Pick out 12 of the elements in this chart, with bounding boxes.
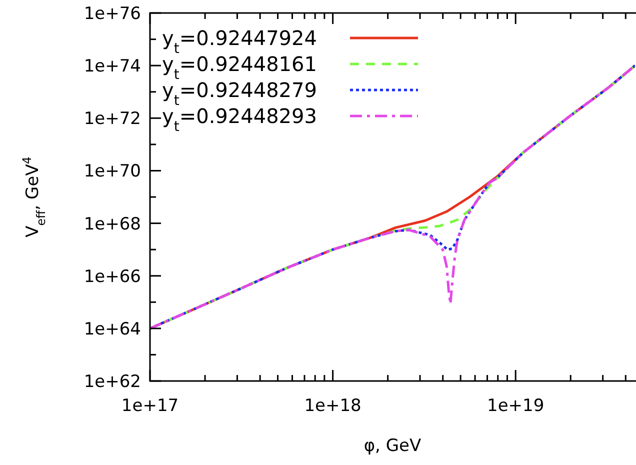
x-tick-label: 1e+19 bbox=[487, 396, 544, 416]
x-axis-title: φ, GeV bbox=[364, 436, 422, 456]
y-tick-label: 1e+62 bbox=[84, 372, 141, 392]
x-tick-label: 1e+18 bbox=[304, 396, 362, 416]
y-tick-label: 1e+66 bbox=[84, 266, 141, 287]
y-tick-label: 1e+68 bbox=[84, 214, 141, 234]
y-tick-label: 1e+72 bbox=[84, 109, 141, 130]
y-tick-label: 1e+64 bbox=[84, 319, 141, 340]
y-tick-label: 1e+76 bbox=[84, 4, 141, 24]
x-tick-label: 1e+17 bbox=[121, 396, 179, 416]
y-tick-label: 1e+74 bbox=[84, 56, 141, 77]
y-tick-label: 1e+70 bbox=[84, 162, 141, 182]
